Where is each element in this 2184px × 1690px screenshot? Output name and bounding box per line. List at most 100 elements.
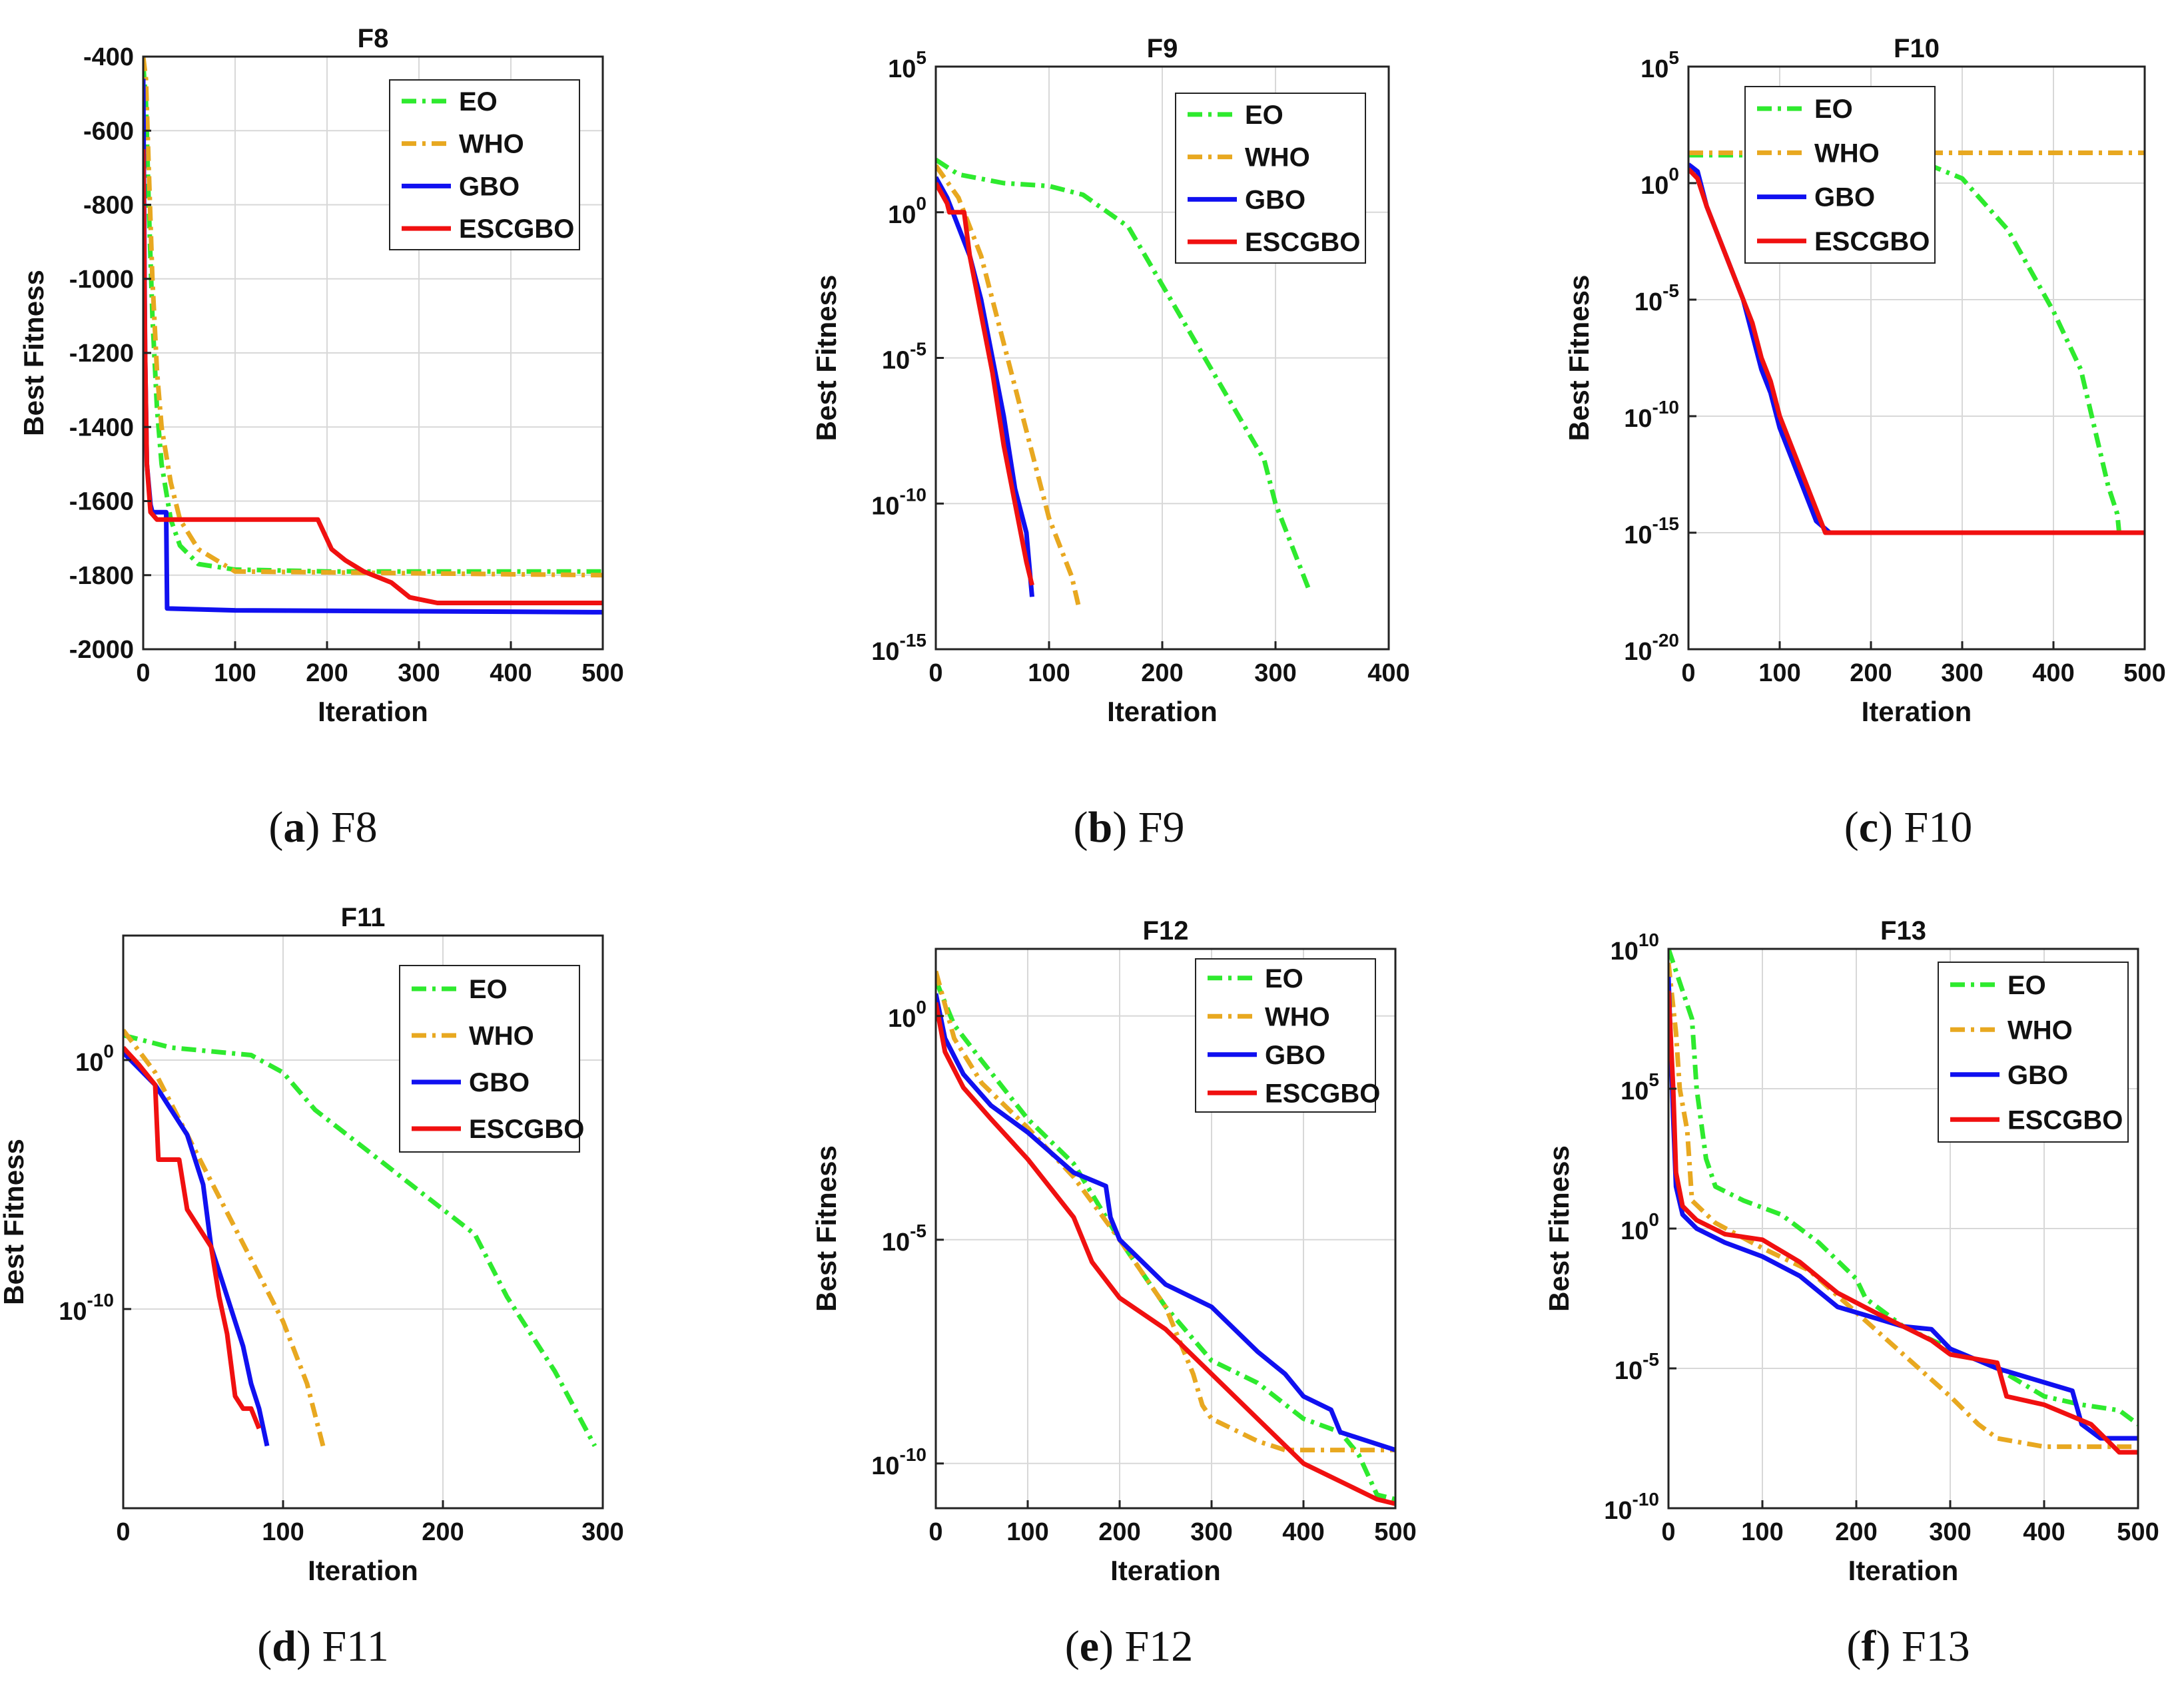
x-axis-label: Iteration — [318, 696, 428, 727]
series-escgbo — [1688, 167, 2145, 535]
x-tick-label: 0 — [136, 659, 150, 687]
series-eo — [1668, 949, 2138, 1426]
x-tick-label: 500 — [2123, 659, 2165, 687]
chart-F11: 0 100 200 300 100 10-10 F11 Iteration Best Fitne… — [0, 903, 624, 1586]
x-tick-label: 200 — [1098, 1518, 1140, 1546]
y-axis-label: Best Fitness — [1563, 275, 1595, 441]
legend-label-who: WHO — [469, 1021, 534, 1051]
legend-box — [1744, 86, 1936, 264]
legend-box — [389, 79, 580, 250]
y-tick-label: 10-20 — [1624, 630, 1679, 666]
x-axis-label: Iteration — [1107, 696, 1218, 727]
x-tick-label: 100 — [1758, 659, 1800, 687]
chart-title: F10 — [1894, 34, 1940, 63]
series-gbo — [1668, 976, 2138, 1441]
y-tick-label: 100 — [75, 1041, 114, 1077]
legend-label-escgbo: ESCGBO — [469, 1115, 584, 1144]
y-tick-label: 10-10 — [1604, 1489, 1659, 1525]
x-tick-label: 300 — [1254, 659, 1296, 687]
legend-label-who: WHO — [1814, 139, 1880, 168]
legend-label-eo: EO — [459, 87, 498, 117]
legend: EO WHO GBO ESCGBO — [389, 79, 580, 250]
legend-label-gbo: GBO — [2007, 1061, 2068, 1090]
x-tick-label: 300 — [1190, 1518, 1232, 1546]
y-tick-label: 100 — [1640, 164, 1679, 200]
chart-title: F11 — [341, 903, 386, 932]
legend-label-escgbo: ESCGBO — [2007, 1105, 2123, 1135]
legend-label-who: WHO — [2007, 1015, 2073, 1045]
y-tick-label: 100 — [888, 193, 926, 229]
legend: EO WHO GBO ESCGBO — [1195, 958, 1380, 1113]
series-eo — [123, 1033, 597, 1448]
x-tick-label: 0 — [928, 1518, 942, 1546]
caption-b: (b) F9 — [1073, 803, 1185, 852]
x-tick-label: 100 — [1006, 1518, 1048, 1546]
chart-F9: 0 100 200 300 400 105 100 10-5 10-10 10-15 F9 Itera… — [811, 34, 1410, 727]
legend-label-gbo: GBO — [1245, 185, 1305, 214]
x-tick-label: 0 — [1661, 1518, 1675, 1546]
series-who — [1668, 962, 2138, 1450]
y-tick-label: -1200 — [69, 340, 134, 368]
y-tick-label: -1800 — [69, 562, 134, 590]
series-who — [123, 1028, 326, 1447]
y-tick-label: 10-10 — [871, 1444, 926, 1480]
caption-a: (a) F8 — [268, 803, 378, 852]
x-tick-label: 400 — [2023, 1518, 2065, 1546]
x-tick-label: 200 — [1835, 1518, 1877, 1546]
x-tick-label: 300 — [398, 659, 440, 687]
y-tick-label: 100 — [888, 997, 926, 1033]
x-tick-label: 300 — [581, 1518, 623, 1546]
legend-label-eo: EO — [1814, 95, 1853, 124]
x-axis-label: Iteration — [1110, 1555, 1221, 1586]
series-who — [936, 970, 1395, 1453]
y-tick-label: -1400 — [69, 414, 134, 441]
axes-frame — [934, 948, 1397, 1510]
x-tick-label: 0 — [928, 659, 942, 687]
y-tick-label: 10-15 — [871, 630, 926, 666]
legend: EO WHO GBO ESCGBO — [399, 965, 584, 1153]
series-who — [936, 164, 1081, 607]
x-tick-label: 200 — [1141, 659, 1183, 687]
legend: EO WHO GBO ESCGBO — [1744, 86, 1936, 264]
chart-title: F12 — [1143, 916, 1189, 946]
chart-F12: 0 100 200 300 400 500 100 10-5 10-10 F12 Iteration… — [811, 916, 1417, 1586]
axes-frame — [122, 934, 604, 1510]
legend-label-escgbo: ESCGBO — [1265, 1079, 1380, 1108]
y-tick-label: 10-5 — [1615, 1349, 1659, 1385]
chart-F13: 0 100 200 300 400 500 1010 105 100 10-5 10-10 F13 It… — [1543, 916, 2159, 1586]
legend-label-gbo: GBO — [459, 172, 520, 201]
legend-label-escgbo: ESCGBO — [1245, 228, 1360, 257]
x-axis-label: Iteration — [308, 1555, 418, 1586]
y-tick-label: -400 — [83, 43, 134, 71]
x-tick-label: 100 — [1741, 1518, 1783, 1546]
y-axis-label: Best Fitness — [18, 270, 49, 436]
legend-label-eo: EO — [469, 975, 508, 1004]
legend-label-gbo: GBO — [1814, 183, 1875, 212]
y-axis-label: Best Fitness — [811, 275, 842, 441]
x-tick-label: 400 — [2032, 659, 2074, 687]
y-tick-label: -800 — [83, 192, 134, 220]
legend: EO WHO GBO ESCGBO — [1938, 962, 2129, 1143]
series-escgbo — [123, 1045, 262, 1430]
y-tick-label: 10-10 — [1624, 397, 1679, 433]
y-tick-label: 100 — [1621, 1209, 1659, 1245]
series-eo — [936, 158, 1312, 592]
series-escgbo — [936, 182, 1034, 586]
series-who — [143, 57, 603, 578]
x-tick-label: 0 — [1681, 659, 1695, 687]
legend-box — [399, 965, 580, 1153]
y-tick-label: 10-15 — [1624, 513, 1679, 549]
legend-box — [1195, 958, 1376, 1113]
y-tick-label: 10-5 — [882, 339, 926, 375]
legend-label-gbo: GBO — [1265, 1041, 1325, 1070]
caption-f: (f) F13 — [1846, 1622, 1970, 1671]
series-escgbo — [936, 1001, 1395, 1506]
series-eo — [1688, 152, 2145, 535]
chart-title: F9 — [1147, 34, 1178, 63]
legend-box — [1938, 962, 2129, 1143]
legend-label-gbo: GBO — [469, 1068, 530, 1097]
x-tick-label: 500 — [2117, 1518, 2159, 1546]
legend-box — [1175, 93, 1366, 264]
x-tick-label: 200 — [306, 659, 348, 687]
legend-label-eo: EO — [1265, 964, 1303, 993]
